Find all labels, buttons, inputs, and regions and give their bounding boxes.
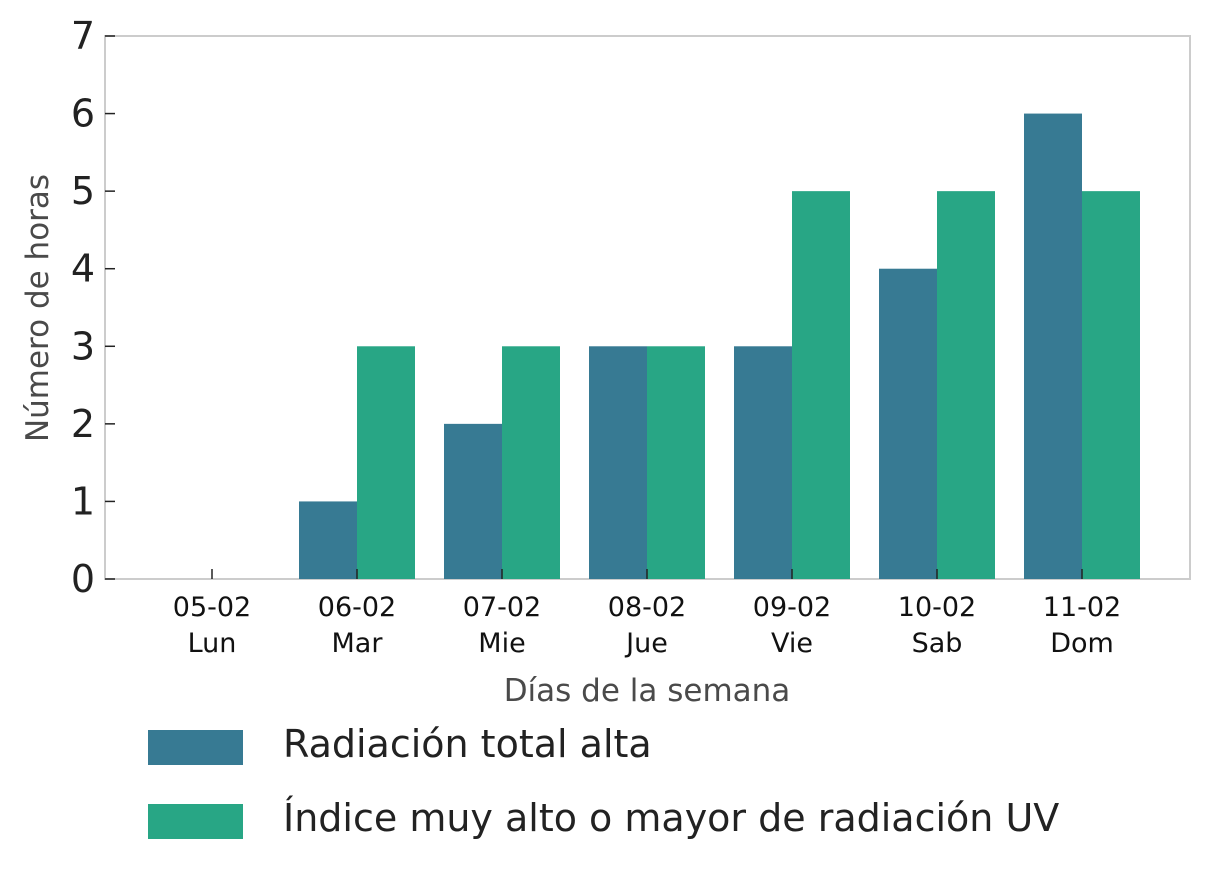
x-ticks: 05-02 Lun 06-02 Mar 07-02 Mie 08-02 Jue 09-02 Vie… (173, 569, 1121, 659)
x-tick-label-date-11-02: 11-02 (1043, 592, 1121, 623)
bar-indice-uv-06-02 (357, 346, 415, 579)
bars-group (299, 113, 1140, 580)
bar-indice-uv-08-02 (647, 346, 705, 579)
y-tick-label-2: 2 (71, 402, 95, 446)
bar-indice-uv-07-02 (502, 346, 560, 579)
x-tick-label-day-Lun: Lun (188, 628, 237, 659)
y-axis-label: Número de horas (20, 174, 56, 442)
legend-label-indice-uv: Índice muy alto o mayor de radiación UV (283, 796, 1060, 840)
x-tick-label-date-05-02: 05-02 (173, 592, 251, 623)
x-tick-label-day-Mie: Mie (478, 628, 525, 659)
y-ticks: 0 1 2 3 4 5 6 7 (71, 14, 115, 601)
x-tick-label-day-Jue: Jue (624, 628, 668, 659)
bar-indice-uv-11-02 (1082, 191, 1140, 579)
legend-swatch-radiacion-total (148, 730, 243, 765)
x-tick-label-date-08-02: 08-02 (608, 592, 686, 623)
x-tick-label-day-Sab: Sab (912, 628, 963, 659)
x-tick-label-date-06-02: 06-02 (318, 592, 396, 623)
y-tick-label-7: 7 (71, 14, 95, 58)
bar-radiacion-total-10-02 (879, 268, 937, 579)
x-axis-label: Días de la semana (504, 673, 791, 709)
legend-swatch-indice-uv (148, 804, 243, 839)
x-tick-label-date-09-02: 09-02 (753, 592, 831, 623)
x-tick-label-date-07-02: 07-02 (463, 592, 541, 623)
bar-indice-uv-10-02 (937, 191, 995, 579)
bar-indice-uv-09-02 (792, 191, 850, 579)
legend-label-radiacion-total: Radiación total alta (283, 722, 652, 766)
bar-radiacion-total-07-02 (444, 423, 502, 579)
y-tick-label-5: 5 (71, 169, 95, 213)
x-tick-label-day-Vie: Vie (771, 628, 813, 659)
x-tick-label-date-10-02: 10-02 (898, 592, 976, 623)
y-tick-label-0: 0 (71, 557, 95, 601)
bar-chart: 0 1 2 3 4 5 6 7 05-02 Lun 06-02 Mar 07-02 Mie 08-02 Ju… (20, 14, 1191, 709)
y-tick-label-1: 1 (71, 479, 95, 523)
y-tick-label-4: 4 (71, 247, 95, 291)
bar-radiacion-total-06-02 (299, 501, 357, 579)
bar-radiacion-total-11-02 (1024, 113, 1082, 580)
y-tick-label-3: 3 (71, 324, 95, 368)
x-tick-label-day-Dom: Dom (1050, 628, 1114, 659)
x-tick-label-day-Mar: Mar (332, 628, 384, 659)
bar-radiacion-total-08-02 (589, 346, 647, 579)
bar-radiacion-total-09-02 (734, 346, 792, 579)
y-tick-label-6: 6 (71, 92, 95, 136)
